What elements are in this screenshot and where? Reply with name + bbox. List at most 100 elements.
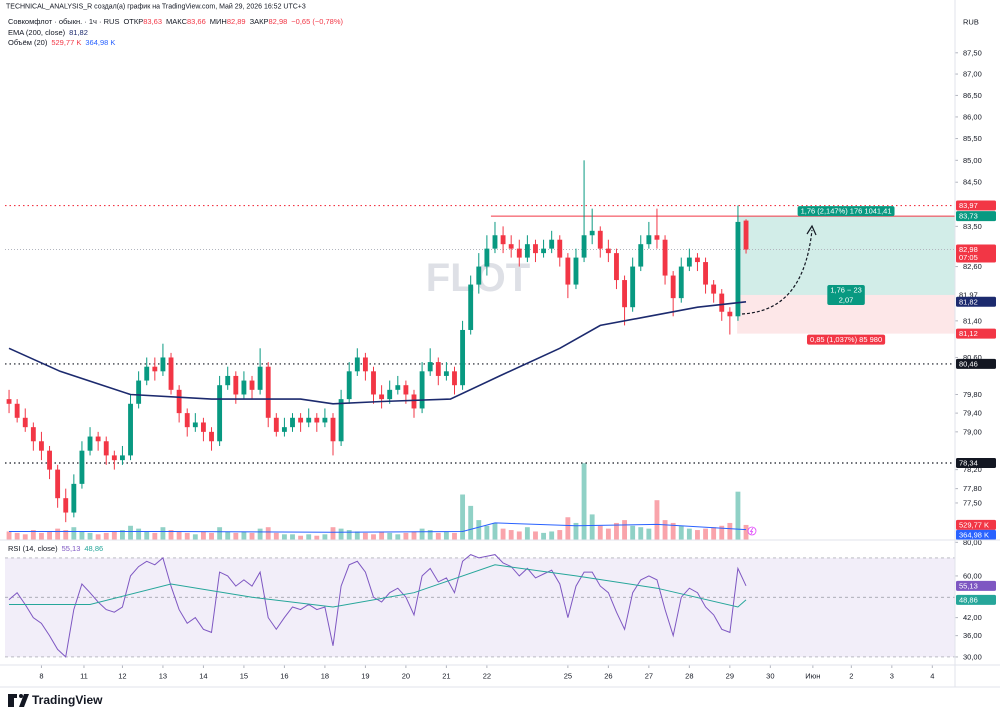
ema-label-bg (956, 296, 996, 307)
y-tick-label: 42,00 (963, 613, 982, 622)
indicator-value: 364,98 K (85, 38, 115, 47)
legend-change: −0,65 (−0,78%) (291, 17, 343, 26)
volume-bar (322, 534, 328, 540)
candle-body (614, 253, 619, 281)
legend-key: ОТКР (123, 17, 143, 26)
volume-bar (589, 514, 595, 540)
candle-body (103, 441, 109, 456)
rsi-ma-label-bg (956, 594, 996, 605)
candle-body (55, 469, 61, 499)
candle-body (387, 389, 393, 400)
candle-body (638, 244, 644, 267)
x-tick-label: 3 (890, 672, 894, 681)
volume-bar (695, 530, 700, 540)
y-tick-label: 79,40 (963, 409, 982, 418)
volume-bar (265, 527, 271, 540)
candle-body (395, 385, 401, 390)
candle-body (192, 422, 198, 428)
x-tick-label: 8 (39, 672, 43, 681)
volume-bar (128, 525, 133, 540)
candle-body (362, 357, 368, 372)
candle-body (217, 385, 223, 442)
volume-bar (281, 534, 287, 540)
candle-body (6, 399, 12, 404)
target-text-bg (797, 206, 895, 217)
volume-bar (152, 532, 158, 540)
x-tick-label: 11 (80, 672, 88, 681)
rsi-label: 55,13 (959, 581, 978, 590)
volume-bar (435, 532, 441, 540)
candle-body (427, 362, 433, 372)
volume-bar (95, 534, 101, 540)
level-label-bg (956, 358, 996, 369)
candle-body (30, 427, 36, 442)
legend-value: 83,66 (187, 17, 206, 26)
x-tick-label: 29 (726, 672, 734, 681)
volume-bar (703, 528, 708, 540)
volume-bar (111, 531, 117, 540)
alert-circle[interactable] (747, 526, 757, 536)
indicator-name: Объём (20) (8, 38, 48, 47)
volume-bar (103, 532, 109, 540)
legend-value: 82,89 (227, 17, 246, 26)
legend-line: RSI (14, close) 55,13 48,86 (8, 544, 103, 553)
level-label: 83,97 (959, 201, 978, 210)
header: TECHNICAL_ANALYSIS_R создал(а) график на… (6, 3, 306, 11)
alert-icon[interactable] (747, 526, 757, 536)
candle-body (460, 329, 466, 386)
volume-bar (217, 527, 223, 540)
candle-body (476, 266, 482, 285)
stop-text: 0,85 (1,037%) 85 980 (810, 335, 882, 344)
indicator-name: EMA (200, close) (8, 28, 66, 37)
target-label: 83,73 (959, 212, 978, 221)
volume-bar (184, 532, 190, 540)
candle-body (508, 244, 514, 249)
volume-bar (622, 520, 627, 540)
volume-bar (387, 532, 393, 540)
x-tick-label: 4 (930, 672, 934, 681)
volume-bar (452, 532, 457, 540)
volume-bar (63, 530, 69, 540)
volume-bar (55, 528, 61, 540)
candle-body (128, 403, 133, 456)
level-label-bg (956, 200, 996, 211)
volume-bar (144, 531, 150, 540)
last-price-bg (956, 244, 996, 263)
candle-body (306, 417, 312, 423)
y-tick-label: 84,50 (963, 178, 982, 187)
volume-bar (306, 534, 312, 540)
volume-bar (419, 528, 425, 540)
candle-body (265, 366, 271, 418)
alert-bolt (749, 527, 754, 535)
volume-bar (719, 525, 725, 540)
candle-body (630, 266, 636, 308)
volume-bar (200, 531, 206, 540)
symbol: Совкомфлот · обыкн. · 1ч · RUS (8, 17, 119, 26)
volume-bar (346, 530, 352, 540)
candle-body (241, 380, 247, 395)
y-tick-label: 36,00 (963, 631, 982, 640)
candle-body (500, 235, 506, 245)
volume-bar (508, 530, 514, 540)
volume-bar (298, 535, 304, 540)
arrow (741, 229, 813, 315)
candle-body (678, 266, 684, 299)
volume-bar (22, 534, 28, 540)
candle-body (646, 235, 652, 245)
candle-body (589, 230, 595, 236)
volume-bar (30, 530, 36, 540)
volume-bar (516, 531, 522, 540)
entry-text: 2,07 (839, 295, 854, 304)
volume-bar (524, 527, 530, 540)
volume-bar (573, 522, 579, 540)
logo[interactable]: TradingView (8, 693, 103, 707)
x-tick-label: 16 (280, 672, 288, 681)
x-tick-label: 22 (483, 672, 491, 681)
candle-body (184, 413, 190, 428)
legend-line: EMA (200, close) 81,82 (8, 28, 88, 37)
y-tick-label: 30,00 (963, 652, 982, 661)
volume-bar (686, 528, 692, 540)
candle-body (322, 417, 328, 423)
volume-bar (646, 528, 652, 540)
candle-body (492, 235, 498, 249)
